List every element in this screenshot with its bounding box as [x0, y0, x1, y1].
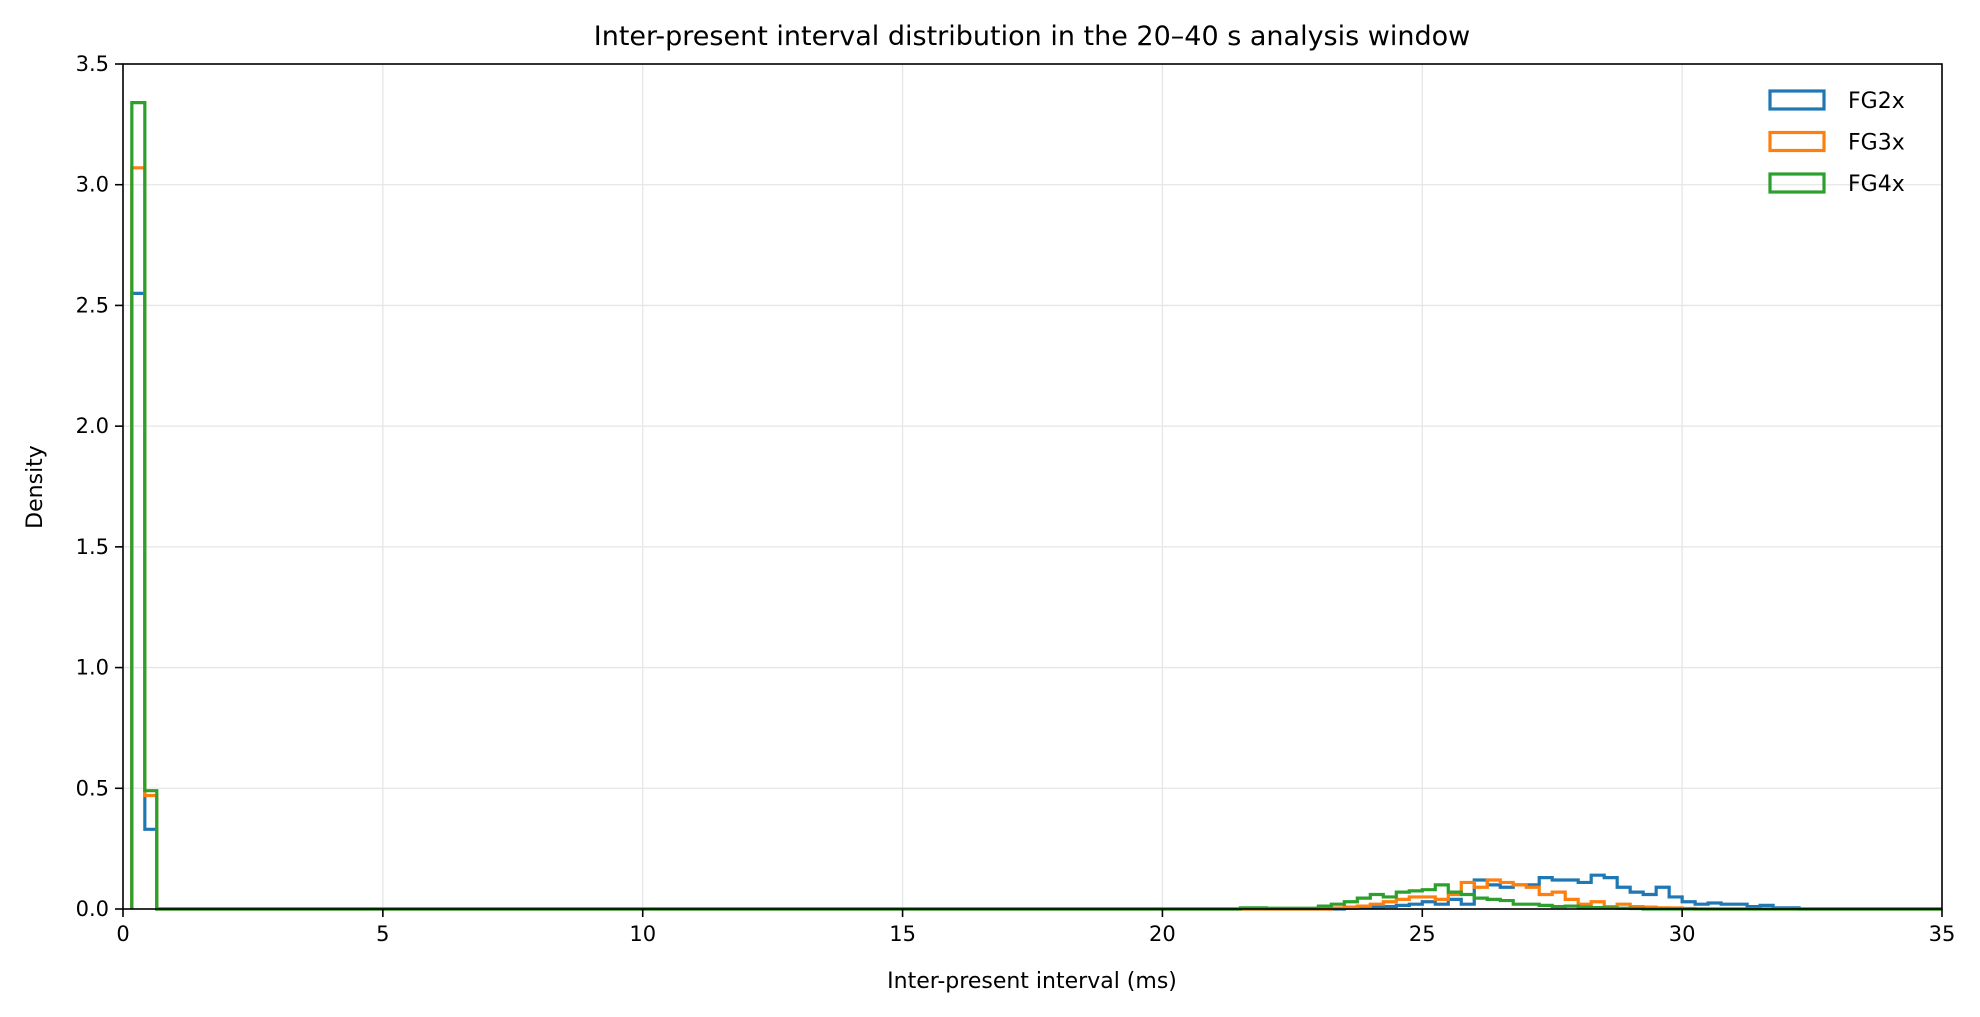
- grid: [122, 63, 1943, 910]
- legend-label-fg3x: FG3x: [1848, 131, 1905, 156]
- x-tick-label: 25: [1409, 922, 1436, 946]
- y-tick-label: 1.0: [76, 656, 109, 680]
- y-axis: 0.0 0.5 1.0 1.5 2.0 2.5 3.0 3.5: [76, 52, 123, 921]
- x-tick-label: 10: [629, 922, 656, 946]
- x-tick-label: 5: [376, 922, 389, 946]
- legend-label-fg4x: FG4x: [1848, 172, 1905, 197]
- y-tick-label: 2.5: [76, 293, 109, 317]
- y-tick-label: 3.5: [76, 52, 109, 76]
- legend-swatch-fg3x: [1768, 130, 1826, 153]
- legend-label-fg2x: FG2x: [1848, 89, 1905, 114]
- x-tick-label: 0: [116, 922, 129, 946]
- plot-frame: [122, 63, 1943, 910]
- legend-swatch-fg4x: [1768, 172, 1826, 194]
- legend-swatch-fg2x: [1768, 89, 1826, 111]
- x-tick-label: 35: [1929, 922, 1956, 946]
- series-fg3x-step: [130, 166, 1942, 911]
- y-tick-label: 0.5: [76, 776, 109, 800]
- y-tick-label: 1.5: [76, 535, 109, 559]
- x-tick-label: 15: [889, 922, 916, 946]
- x-tick-label: 30: [1669, 922, 1696, 946]
- legend: FG2x FG3x FG4x: [1768, 89, 1905, 197]
- chart-title: Inter-present interval distribution in t…: [594, 21, 1470, 52]
- x-axis: 0 5 10 15 20 25 30 35: [116, 909, 1955, 946]
- y-axis-label: Density: [23, 445, 48, 529]
- y-tick-label: 3.0: [76, 173, 109, 197]
- x-axis-label: Inter-present interval (ms): [887, 969, 1177, 994]
- y-tick-label: 2.0: [76, 414, 109, 438]
- series-fg2x-step: [130, 291, 1942, 911]
- y-tick-label: 0.0: [76, 897, 109, 921]
- x-tick-label: 20: [1149, 922, 1176, 946]
